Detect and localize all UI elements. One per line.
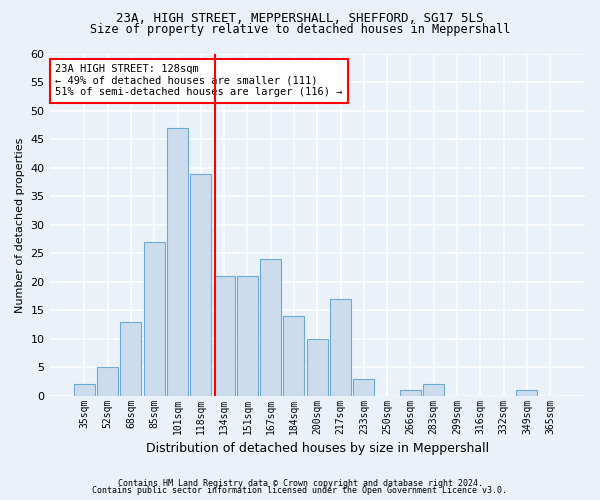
Bar [517,390,538,396]
Bar [353,378,374,396]
Bar [307,338,328,396]
Bar [260,259,281,396]
Text: Size of property relative to detached houses in Meppershall: Size of property relative to detached ho… [90,22,510,36]
Bar [167,128,188,396]
X-axis label: Distribution of detached houses by size in Meppershall: Distribution of detached houses by size … [146,442,489,455]
Bar [97,367,118,396]
Text: Contains HM Land Registry data © Crown copyright and database right 2024.: Contains HM Land Registry data © Crown c… [118,478,482,488]
Text: 23A HIGH STREET: 128sqm
← 49% of detached houses are smaller (111)
51% of semi-d: 23A HIGH STREET: 128sqm ← 49% of detache… [55,64,343,98]
Bar [283,316,304,396]
Bar [214,276,235,396]
Bar [190,174,211,396]
Bar [423,384,444,396]
Text: Contains public sector information licensed under the Open Government Licence v3: Contains public sector information licen… [92,486,508,495]
Bar [400,390,421,396]
Bar [330,299,351,396]
Y-axis label: Number of detached properties: Number of detached properties [15,137,25,312]
Bar [237,276,258,396]
Bar [144,242,165,396]
Bar [74,384,95,396]
Bar [121,322,142,396]
Text: 23A, HIGH STREET, MEPPERSHALL, SHEFFORD, SG17 5LS: 23A, HIGH STREET, MEPPERSHALL, SHEFFORD,… [116,12,484,26]
